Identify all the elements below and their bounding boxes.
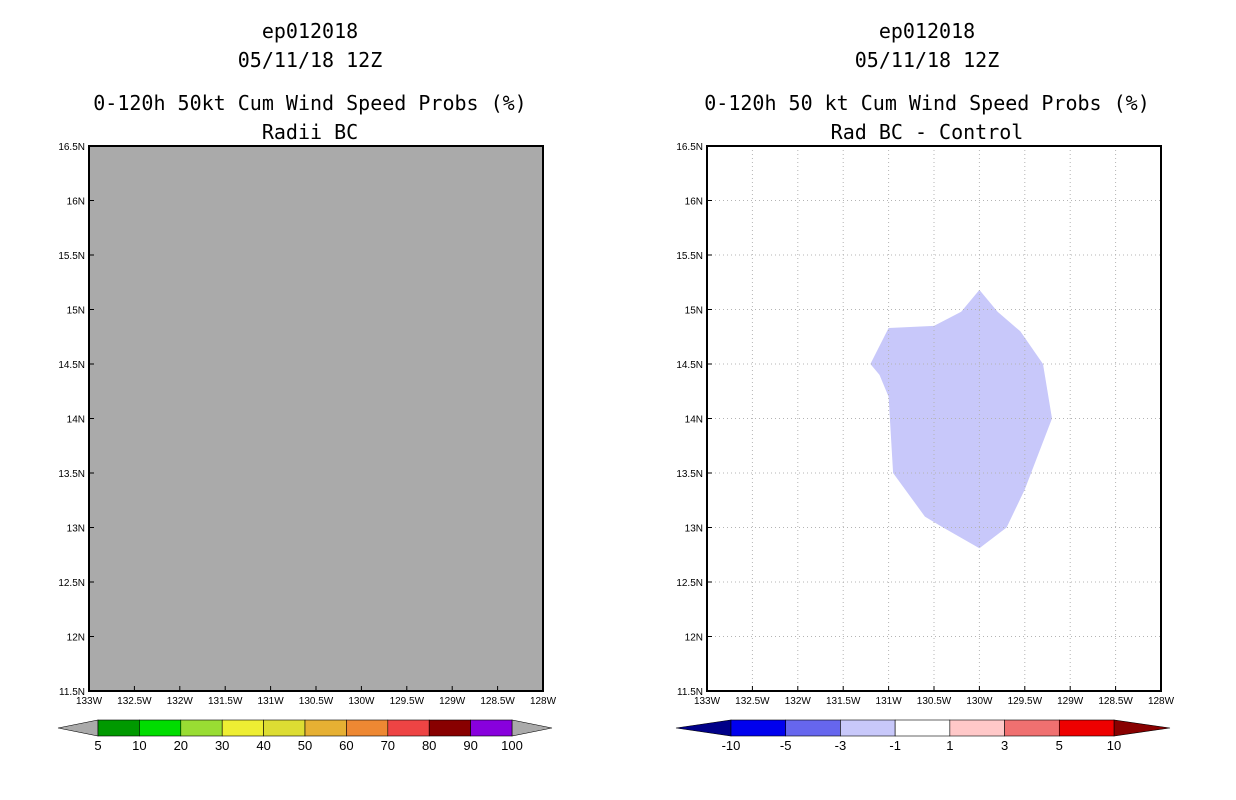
colorbar-swatch-8 (387, 719, 430, 737)
y-tick-label: 16.5N (58, 142, 85, 153)
y-tick-label: 13.5N (58, 469, 85, 480)
y-tick-label: 12N (685, 633, 703, 644)
y-tick-label: 13N (685, 524, 703, 535)
y-tick-label: 15N (67, 306, 85, 317)
y-tick-label: 12.5N (676, 578, 703, 589)
colorbar-swatch-5 (949, 719, 1005, 737)
x-tick-label: 128W (530, 696, 557, 707)
y-tick-label: 15.5N (676, 251, 703, 262)
x-tick-label: 129W (439, 696, 466, 707)
colorbar-label: -10 (722, 738, 741, 753)
y-tick-label: 16.5N (676, 142, 703, 153)
chart-title-line-3: 0-120h 50kt Cum Wind Speed Probs (%) (93, 91, 526, 115)
panel-radii-bc: ep012018 05/11/18 12Z 0-120h 50kt Cum Wind… (57, 19, 557, 753)
colorbar-swatch-4 (894, 719, 951, 737)
x-tick-label: 133W (76, 696, 103, 707)
x-tick-label: 131.5W (826, 696, 861, 707)
colorbar-swatch-2 (139, 719, 182, 737)
panel-rad-bc-minus-control: ep012018 05/11/18 12Z 0-120h 50 kt Cum Win… (675, 19, 1175, 753)
colorbar-label: 70 (381, 738, 395, 753)
colorbar-swatch-4 (221, 719, 264, 737)
colorbar-label: -5 (780, 738, 792, 753)
chart-title-line-1: ep012018 (262, 19, 358, 43)
y-tick-label: 16N (67, 197, 85, 208)
colorbar-label: 20 (174, 738, 188, 753)
colorbar-label: 50 (298, 738, 312, 753)
colorbar-label: 40 (256, 738, 270, 753)
colorbar-swatch-6 (1004, 719, 1060, 737)
colorbar-label: 100 (501, 738, 523, 753)
colorbar: 5 10 20 30 40 50 60 70 80 90 100 (57, 719, 553, 753)
y-tick-label: 11.5N (59, 687, 85, 698)
y-tick-label: 11.5N (677, 687, 703, 698)
colorbar-swatch-7 (1058, 719, 1115, 737)
colorbar-label: 60 (339, 738, 353, 753)
y-tick-label: 15.5N (58, 251, 85, 262)
x-tick-label: 128.5W (480, 696, 515, 707)
y-tick-label: 16N (685, 197, 703, 208)
chart-title-line-4: Radii BC (262, 120, 358, 144)
colorbar-swatch-3 (180, 719, 223, 737)
colorbar-swatch-1 (97, 719, 140, 737)
y-tick-label: 12N (67, 633, 85, 644)
colorbar-label: 10 (1107, 738, 1121, 753)
colorbar-label: 90 (463, 738, 477, 753)
colorbar-low-arrow (675, 719, 732, 737)
y-tick-label: 13N (67, 524, 85, 535)
colorbar-swatch-9 (428, 719, 471, 737)
y-tick-label: 13.5N (676, 469, 703, 480)
colorbar-low-arrow (57, 719, 99, 737)
colorbar-high-arrow (511, 719, 553, 737)
x-tick-label: 130W (348, 696, 375, 707)
colorbar-swatch-10 (470, 719, 513, 737)
x-tick-label: 129W (1057, 696, 1084, 707)
chart-title-line-2: 05/11/18 12Z (238, 48, 383, 72)
contour-region (870, 289, 1052, 549)
x-tick-label: 132.5W (735, 696, 770, 707)
x-tick-label: 129.5W (1008, 696, 1043, 707)
colorbar-label: 10 (132, 738, 146, 753)
chart-title-line-2: 05/11/18 12Z (855, 48, 1000, 72)
y-tick-label: 14N (67, 415, 85, 426)
colorbar-label: 5 (1056, 738, 1063, 753)
colorbar-high-arrow (1113, 719, 1171, 737)
x-tick-label: 132W (785, 696, 812, 707)
y-tick-label: 12.5N (58, 578, 85, 589)
chart-title-line-4: Rad BC - Control (831, 120, 1024, 144)
y-tick-label: 14N (685, 415, 703, 426)
colorbar-label: 30 (215, 738, 229, 753)
colorbar-label: -3 (835, 738, 847, 753)
x-tick-label: 133W (694, 696, 721, 707)
x-tick-label: 128W (1148, 696, 1175, 707)
x-tick-label: 132W (167, 696, 194, 707)
x-tick-label: 130.5W (917, 696, 952, 707)
x-tick-label: 131.5W (208, 696, 243, 707)
colorbar-label: 3 (1001, 738, 1008, 753)
y-tick-label: 14.5N (676, 360, 703, 371)
colorbar-swatch-1 (730, 719, 787, 737)
colorbar-swatch-3 (840, 719, 896, 737)
colorbar-label: 80 (422, 738, 436, 753)
chart-title-line-3: 0-120h 50 kt Cum Wind Speed Probs (%) (704, 91, 1150, 115)
colorbar-swatch-2 (785, 719, 841, 737)
colorbar-swatch-7 (346, 719, 389, 737)
x-tick-label: 131W (876, 696, 903, 707)
x-tick-label: 131W (258, 696, 285, 707)
x-tick-label: 130W (966, 696, 993, 707)
x-tick-label: 130.5W (299, 696, 334, 707)
colorbar: -10 -5 -3 -1 1 3 5 10 (675, 719, 1171, 753)
colorbar-label: 5 (94, 738, 101, 753)
colorbar-label: -1 (889, 738, 901, 753)
x-tick-label: 129.5W (390, 696, 425, 707)
y-tick-label: 14.5N (58, 360, 85, 371)
colorbar-swatch-6 (304, 719, 347, 737)
colorbar-label: 1 (946, 738, 953, 753)
colorbar-swatch-5 (263, 719, 306, 737)
chart-title-line-1: ep012018 (879, 19, 975, 43)
y-tick-label: 15N (685, 306, 703, 317)
x-tick-label: 132.5W (117, 696, 152, 707)
plot-area (89, 146, 543, 691)
x-tick-label: 128.5W (1098, 696, 1133, 707)
